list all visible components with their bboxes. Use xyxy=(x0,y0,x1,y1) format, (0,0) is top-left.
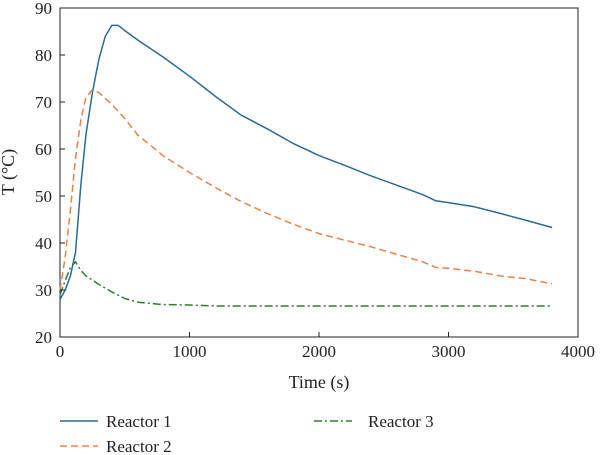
x-tick-label: 1000 xyxy=(173,342,207,361)
x-axis-label: Time (s) xyxy=(289,372,350,393)
y-tick-label: 50 xyxy=(35,187,52,206)
series-layer xyxy=(59,24,553,307)
y-tick-label: 70 xyxy=(35,93,52,112)
legend-label-reactor-3: Reactor 3 xyxy=(368,412,434,431)
legend-item-reactor-2: Reactor 2 xyxy=(60,437,172,455)
y-tick-label: 40 xyxy=(35,234,52,253)
legend-label-reactor-2: Reactor 2 xyxy=(106,437,172,455)
y-tick-label: 80 xyxy=(35,46,52,65)
y-tick-label: 20 xyxy=(35,328,52,347)
x-tick-label: 2000 xyxy=(302,342,336,361)
legend: Reactor 1 Reactor 2 Reactor 3 xyxy=(60,412,434,455)
legend-item-reactor-1: Reactor 1 xyxy=(60,412,172,431)
x-tick-label: 4000 xyxy=(561,342,595,361)
x-tick-label: 0 xyxy=(56,342,65,361)
series-line-reactor-1 xyxy=(59,24,553,300)
legend-item-reactor-3: Reactor 3 xyxy=(314,412,434,431)
ticks-layer: 0 1000 2000 3000 4000 20 30 40 50 60 70 80 90 xyxy=(35,0,595,361)
y-axis-label: T (°C) xyxy=(0,149,19,195)
series-line-reactor-3 xyxy=(59,261,553,307)
legend-label-reactor-1: Reactor 1 xyxy=(106,412,172,431)
x-tick-label: 3000 xyxy=(432,342,466,361)
series-line-reactor-2 xyxy=(59,89,553,291)
y-tick-label: 90 xyxy=(35,0,52,18)
plot-area xyxy=(59,7,579,338)
y-tick-label: 60 xyxy=(35,140,52,159)
y-tick-label: 30 xyxy=(35,281,52,300)
